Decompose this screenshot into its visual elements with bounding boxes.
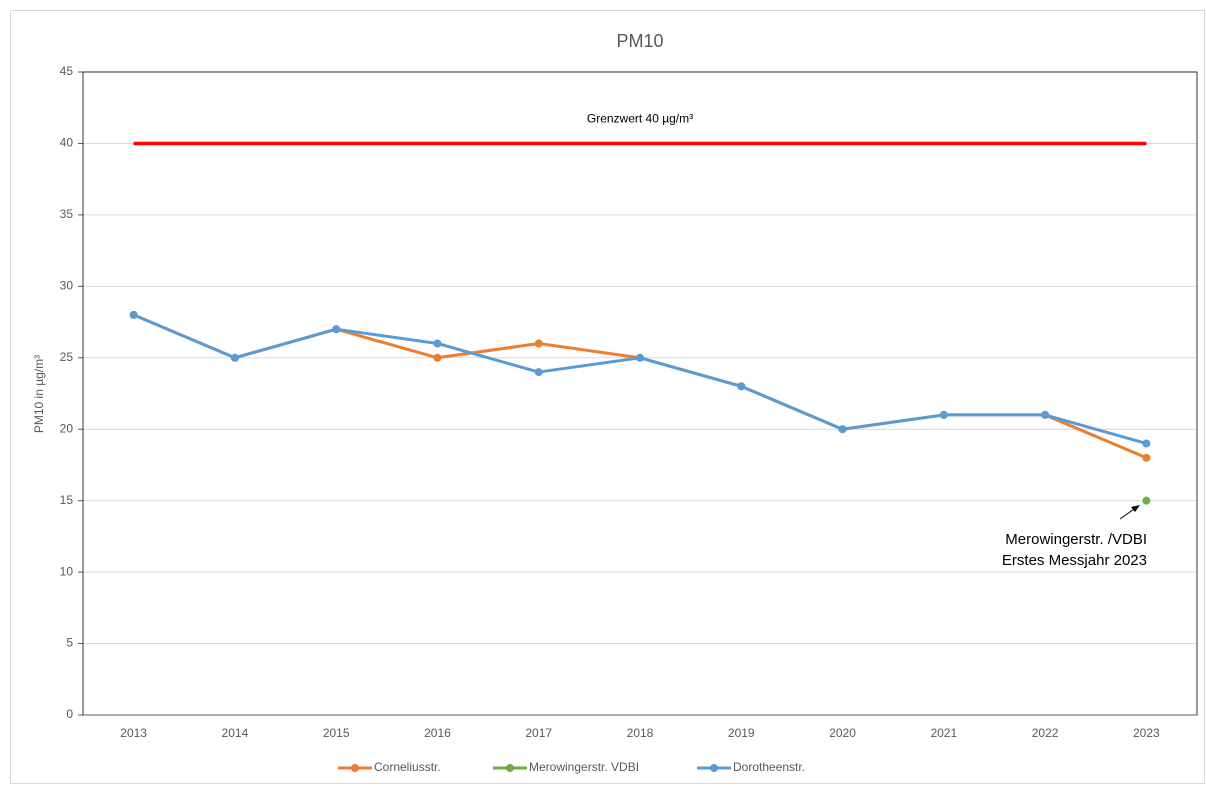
x-tick-label: 2023 [1133,726,1160,740]
y-tick-label: 0 [66,707,73,721]
chart-title: PM10 [616,31,663,51]
data-point [1041,410,1050,419]
data-point [129,310,138,319]
data-point [433,339,442,348]
legend-label: Dorotheenstr. [733,760,805,774]
x-tick-label: 2013 [120,726,147,740]
data-point [838,425,847,434]
y-tick-label: 25 [60,350,74,364]
x-tick-label: 2021 [930,726,957,740]
annotation: Merowingerstr. /VDBI [1005,531,1147,548]
y-tick-label: 45 [60,64,74,78]
x-tick-label: 2017 [525,726,552,740]
x-tick-label: 2014 [222,726,249,740]
data-point [737,382,746,391]
x-tick-label: 2020 [829,726,856,740]
x-tick-label: 2016 [424,726,451,740]
y-tick-label: 5 [66,636,73,650]
data-point [230,353,239,362]
x-tick-label: 2015 [323,726,350,740]
y-tick-label: 10 [60,564,74,578]
data-point [534,368,543,377]
legend-label: Corneliusstr. [374,760,441,774]
legend-dot [351,764,359,772]
annotation: Erstes Messjahr 2023 [1002,552,1147,569]
y-tick-label: 15 [60,493,74,507]
y-tick-label: 30 [60,279,74,293]
annotation-arrowhead [1131,505,1140,512]
legend-dot [506,764,514,772]
data-point [1142,453,1151,462]
limit-label: Grenzwert 40 µg/m³ [587,112,693,126]
x-tick-label: 2019 [728,726,755,740]
y-tick-label: 20 [60,421,74,435]
x-tick-label: 2018 [627,726,654,740]
y-tick-label: 40 [60,136,74,150]
y-axis-label: PM10 in µg/m³ [32,355,46,433]
data-point [1142,439,1151,448]
x-tick-label: 2022 [1032,726,1059,740]
legend-label: Merowingerstr. VDBI [529,760,639,774]
y-tick-label: 35 [60,207,74,221]
data-point [636,353,644,362]
data-point [1142,496,1151,505]
data-point [534,339,543,348]
data-point [433,353,442,362]
data-point [939,410,948,419]
chart-border [10,10,1205,784]
data-point [332,325,341,334]
legend-dot [710,764,718,772]
